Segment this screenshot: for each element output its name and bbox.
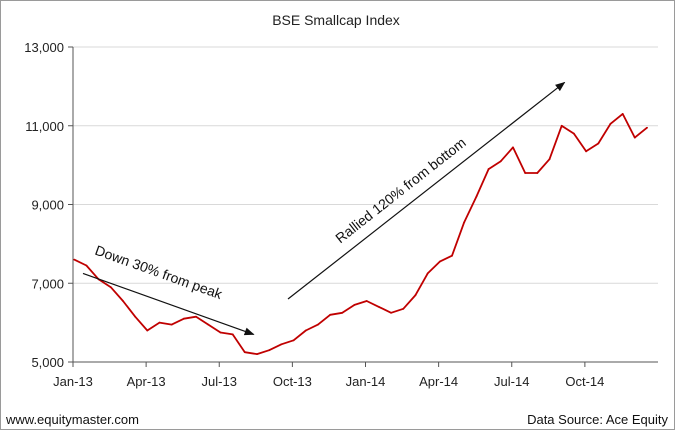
data-point [170, 323, 173, 326]
data-point [122, 300, 124, 302]
data-point [426, 272, 429, 275]
data-point [317, 323, 319, 326]
data-point [438, 260, 441, 263]
x-tick-label: Jul-14 [494, 374, 529, 389]
x-tick-label: Jul-13 [202, 374, 237, 389]
data-point [573, 132, 575, 135]
annotation-arrow [82, 272, 255, 336]
data-point [451, 254, 453, 257]
data-point [134, 315, 137, 318]
data-point [365, 300, 368, 302]
x-tick-label: Jan-13 [53, 374, 93, 389]
data-point [85, 264, 88, 267]
data-point [207, 323, 210, 326]
data-point [353, 304, 356, 306]
data-point [597, 142, 600, 145]
data-point [268, 349, 271, 352]
data-point [536, 172, 539, 174]
data-point [621, 113, 624, 115]
data-point [195, 315, 197, 318]
data-point [304, 329, 307, 332]
y-tick-label: 11,000 [25, 119, 64, 134]
data-point [390, 311, 392, 314]
data-point [243, 351, 246, 354]
data-point [475, 195, 478, 198]
y-tick-label: 9,000 [31, 198, 64, 213]
x-tick-label: Apr-13 [127, 374, 166, 389]
chart-title: BSE Smallcap Index [272, 12, 400, 28]
data-point [158, 321, 161, 324]
data-point [585, 150, 587, 153]
data-point [414, 294, 417, 296]
data-point [280, 343, 283, 346]
data-point [341, 311, 344, 314]
data-point [378, 305, 380, 308]
data-point [646, 126, 648, 129]
data-point [146, 329, 149, 332]
series-line [73, 113, 648, 355]
data-point [499, 160, 502, 163]
data-point [256, 353, 258, 356]
data-point [109, 286, 112, 289]
x-tick-label: Apr-14 [419, 374, 458, 389]
data-point [402, 307, 405, 310]
data-point [560, 124, 563, 127]
footer-site: www.equitymaster.com [5, 412, 139, 427]
data-point [609, 122, 612, 125]
x-tick-label: Oct-14 [565, 374, 604, 389]
y-tick-label: 13,000 [24, 40, 64, 55]
data-point [231, 333, 234, 336]
series-layer [73, 113, 648, 356]
data-point [633, 136, 636, 139]
data-point [73, 258, 76, 261]
y-tick-label: 5,000 [31, 355, 64, 370]
y-tick-label: 7,000 [31, 276, 64, 291]
data-point [329, 313, 332, 316]
data-point [512, 146, 514, 149]
data-point [548, 158, 551, 161]
data-point [524, 172, 527, 174]
data-point [487, 168, 490, 170]
x-tick-label: Oct-13 [273, 374, 312, 389]
footer-source: Data Source: Ace Equity [527, 412, 668, 427]
x-tick-label: Jan-14 [346, 374, 386, 389]
data-point [183, 317, 185, 320]
annotation-arrow [287, 81, 566, 300]
data-point [292, 339, 295, 342]
data-point [219, 331, 222, 334]
axis-layer: 5,000 7,000 9,000 11,000 13,000 Jan-13 Apr-13 J… [24, 40, 658, 389]
data-point [463, 221, 466, 224]
